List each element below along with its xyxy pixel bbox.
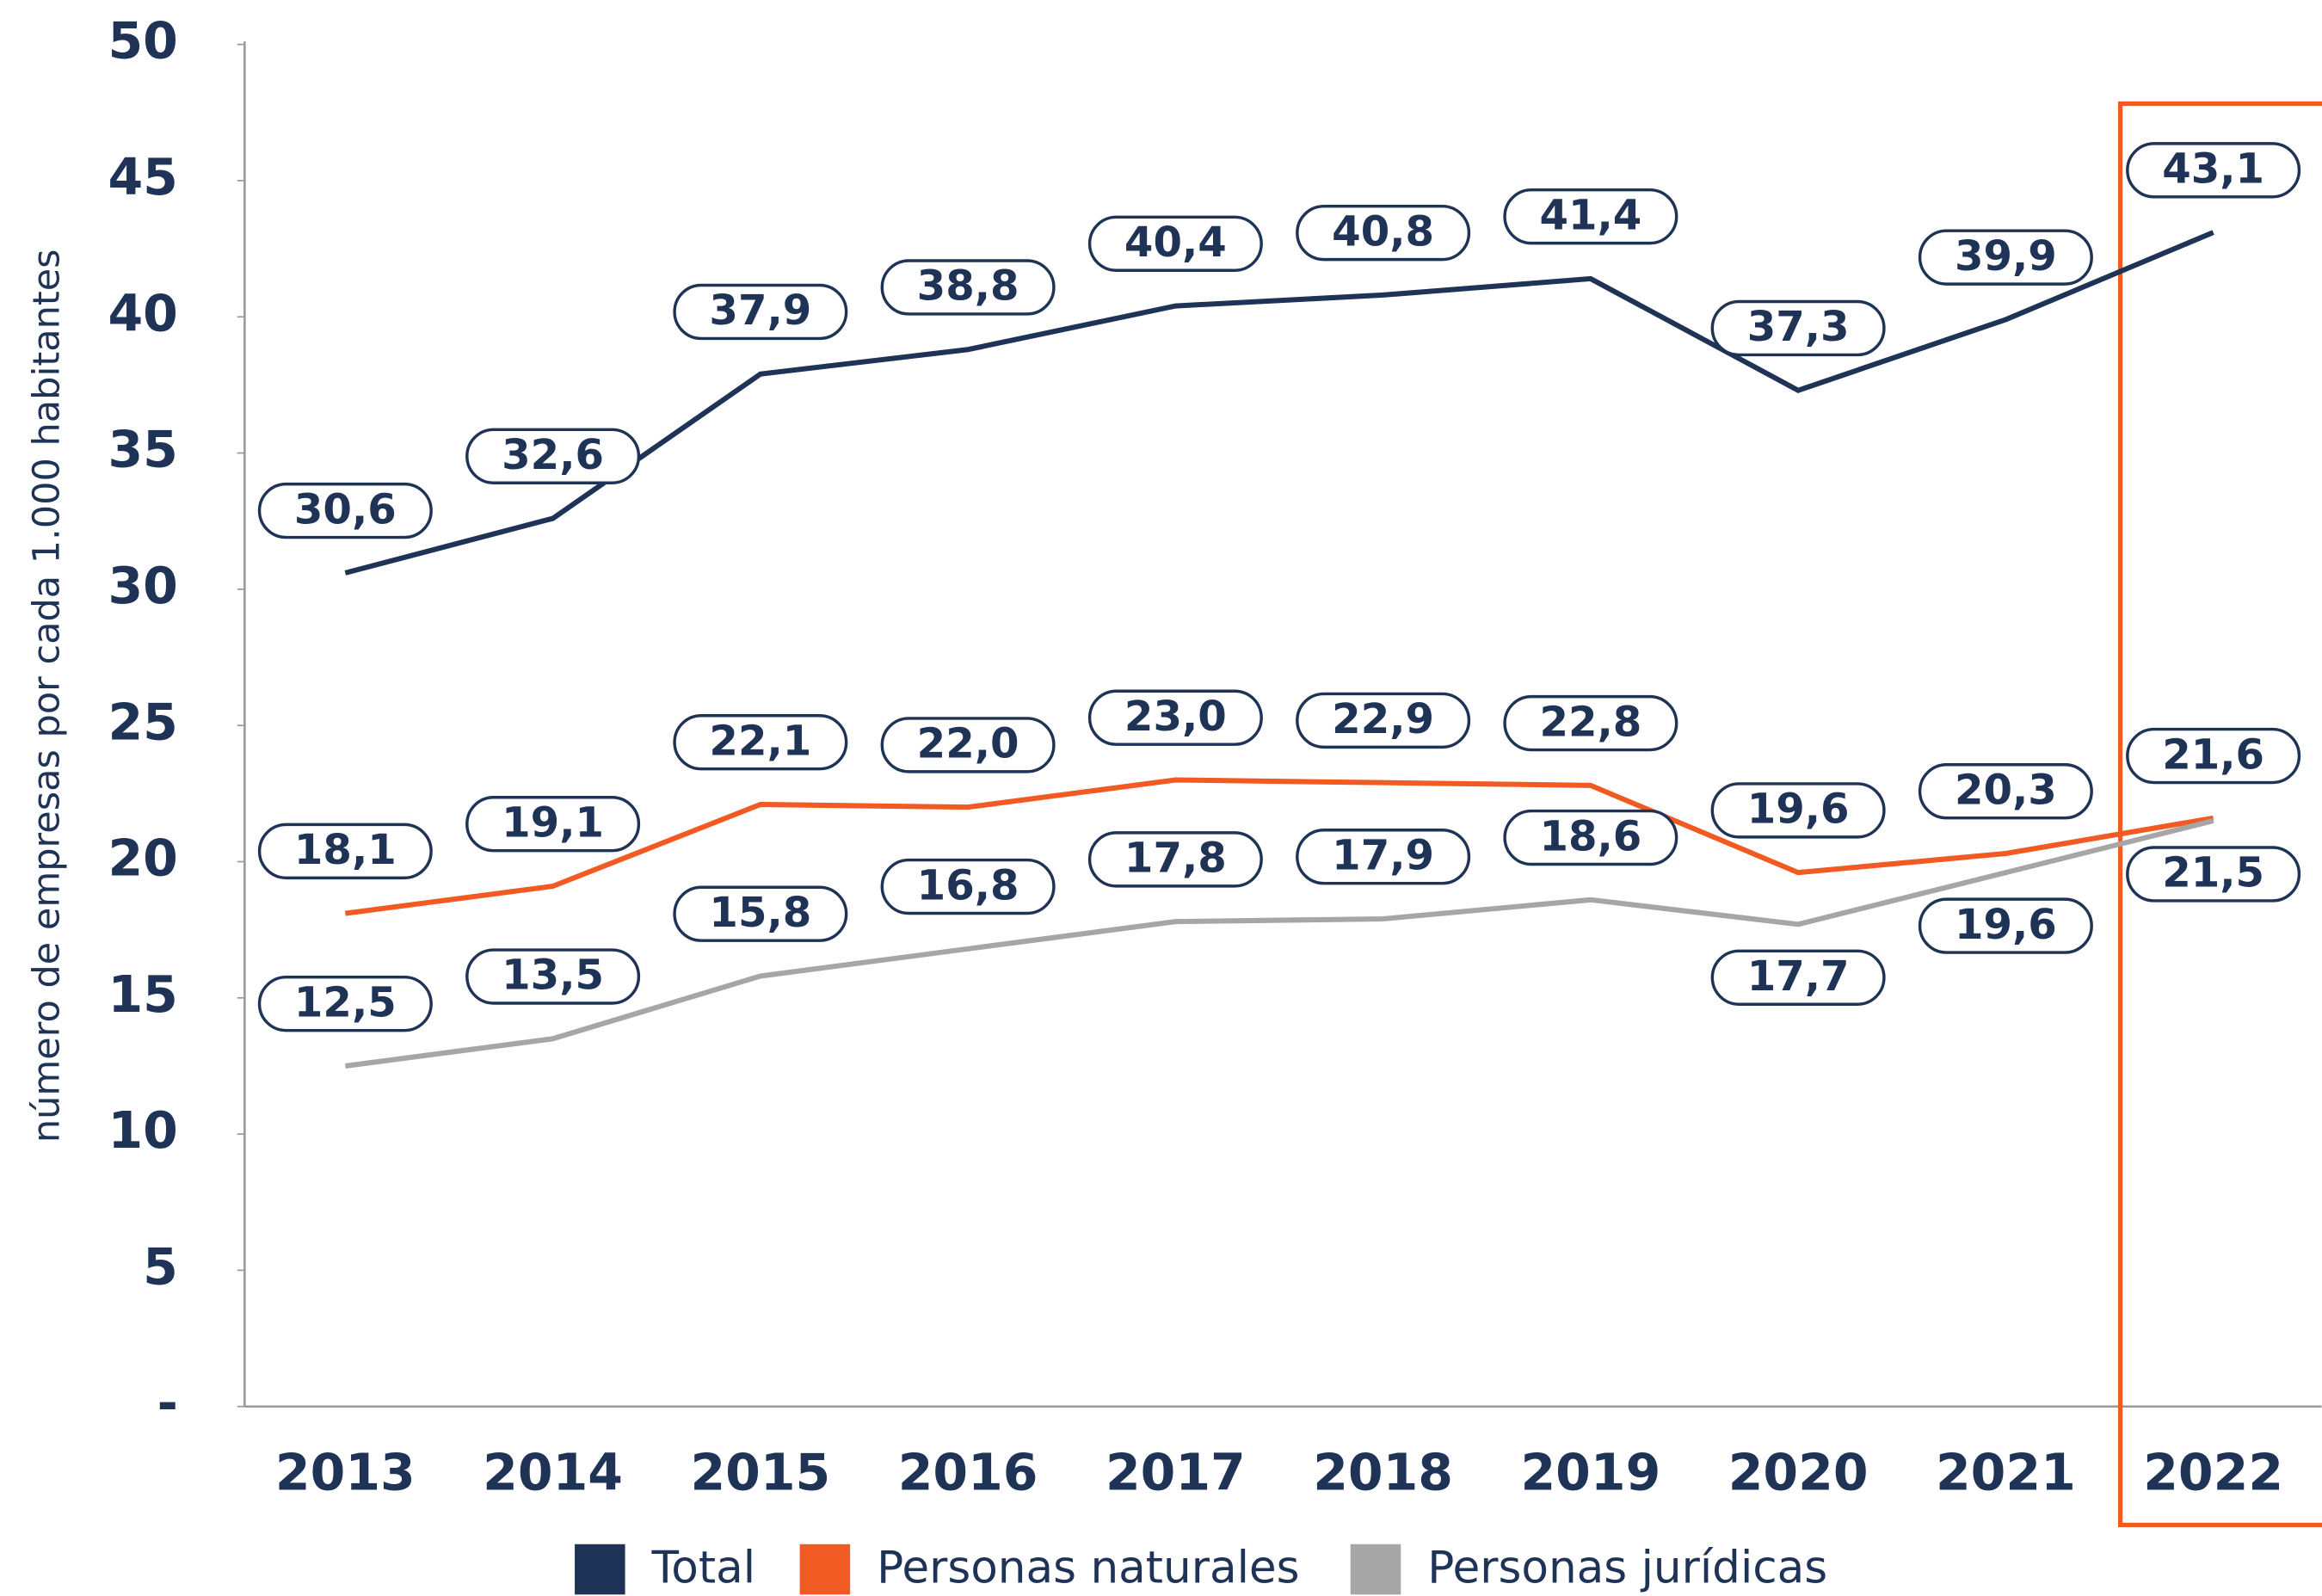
y-tick-label: 25: [108, 693, 177, 751]
value-label-bubble: [1503, 188, 1678, 245]
value-label: 43,1: [2162, 145, 2264, 194]
value-label: 17,8: [1124, 835, 1227, 883]
value-label: 19,1: [502, 798, 604, 847]
x-tick-label: 2016: [898, 1444, 1038, 1502]
value-label-bubble: [2126, 846, 2301, 903]
value-label-bubble: [880, 858, 1056, 915]
value-label: 30,6: [294, 485, 397, 533]
value-label: 23,0: [1124, 693, 1227, 741]
legend-swatch: [799, 1544, 851, 1595]
value-label-bubble: [1087, 215, 1263, 273]
value-label: 22,0: [917, 720, 1019, 768]
value-label: 40,4: [1124, 219, 1227, 267]
x-tick-label: 2022: [2143, 1444, 2283, 1502]
y-tick-label: 45: [108, 148, 177, 206]
value-label-bubble: [465, 796, 641, 853]
value-label-bubble: [1710, 782, 1886, 839]
value-label: 32,6: [502, 431, 604, 479]
value-label-bubble: [673, 283, 848, 341]
x-tick-label: 2019: [1520, 1444, 1660, 1502]
y-tick-label: 15: [108, 965, 177, 1024]
value-label: 16,8: [917, 861, 1019, 909]
x-tick-label: 2015: [690, 1444, 830, 1502]
value-label-bubble: [1918, 229, 2093, 286]
x-tick-label: 2017: [1106, 1444, 1246, 1502]
value-label-bubble: [1296, 829, 1471, 885]
value-label-bubble: [673, 885, 848, 942]
value-label: 17,7: [1747, 952, 1850, 1001]
value-label-bubble: [880, 259, 1056, 316]
value-label-bubble: [465, 428, 641, 484]
x-tick-label: 2018: [1313, 1444, 1453, 1502]
line-series: [344, 230, 2214, 576]
value-label-bubble: [257, 975, 433, 1032]
value-label: 19,6: [1747, 786, 1850, 834]
value-label-bubble: [1918, 897, 2093, 954]
value-label-bubble: [880, 717, 1056, 773]
value-label: 19,6: [1955, 901, 2057, 949]
value-label: 37,3: [1747, 303, 1850, 351]
y-tick-label: 50: [108, 12, 177, 71]
value-label-bubble: [1296, 204, 1471, 262]
y-tick-label: 35: [108, 421, 177, 479]
value-label-bubble: [465, 948, 641, 1005]
value-label-bubble: [673, 714, 848, 771]
value-label: 39,9: [1955, 232, 2057, 280]
value-label: 22,8: [1539, 698, 1641, 746]
value-label-bubble: [1296, 692, 1471, 749]
value-label-bubble: [1710, 949, 1886, 1006]
legend-label: Total: [651, 1543, 756, 1594]
value-label-bubble: [1503, 809, 1678, 866]
value-label: 41,4: [1539, 191, 1641, 239]
value-label-bubble: [1503, 694, 1678, 752]
value-label-bubble: [2126, 727, 2301, 785]
value-label: 20,3: [1955, 766, 2057, 814]
x-tick-label: 2020: [1728, 1444, 1869, 1502]
value-label-bubble: [2126, 142, 2301, 199]
y-tick-label: -: [157, 1374, 178, 1433]
value-label-bubble: [1087, 831, 1263, 888]
value-label: 37,9: [709, 287, 811, 335]
value-label: 17,9: [1332, 831, 1434, 879]
highlight-box: [2117, 101, 2322, 1527]
y-tick-label: 30: [108, 557, 177, 615]
value-label: 40,8: [1332, 207, 1434, 256]
x-tick-label: 2014: [483, 1444, 623, 1502]
value-label: 21,6: [2162, 730, 2264, 779]
value-label: 22,9: [1332, 695, 1434, 743]
line-series: [344, 777, 2214, 916]
y-tick-label: 5: [143, 1238, 178, 1297]
legend-swatch: [1350, 1544, 1401, 1595]
x-tick-label: 2013: [275, 1444, 416, 1502]
x-tick-label: 2021: [1936, 1444, 2076, 1502]
y-tick-label: 40: [108, 284, 177, 342]
legend-swatch: [575, 1544, 625, 1595]
value-label-bubble: [257, 823, 433, 880]
value-label-bubble: [257, 482, 433, 539]
y-tick-label: 10: [108, 1101, 177, 1160]
value-label: 38,8: [917, 262, 1019, 311]
value-label: 21,5: [2162, 849, 2264, 897]
value-label: 15,8: [709, 889, 811, 937]
value-label: 22,1: [709, 717, 811, 765]
value-label-bubble: [1918, 763, 2093, 820]
line-series: [344, 818, 2214, 1069]
value-label-bubble: [1710, 299, 1886, 357]
legend-label: Personas naturales: [877, 1543, 1299, 1594]
value-label: 18,6: [1539, 812, 1641, 860]
value-label: 18,1: [294, 826, 397, 874]
value-label: 12,5: [294, 978, 397, 1026]
y-axis-label: número de empresas por cada 1.000 habita…: [26, 249, 69, 1143]
legend-label: Personas jurídicas: [1427, 1543, 1827, 1594]
value-label: 13,5: [502, 952, 604, 1000]
value-label-bubble: [1087, 689, 1263, 746]
y-tick-label: 20: [108, 829, 177, 888]
